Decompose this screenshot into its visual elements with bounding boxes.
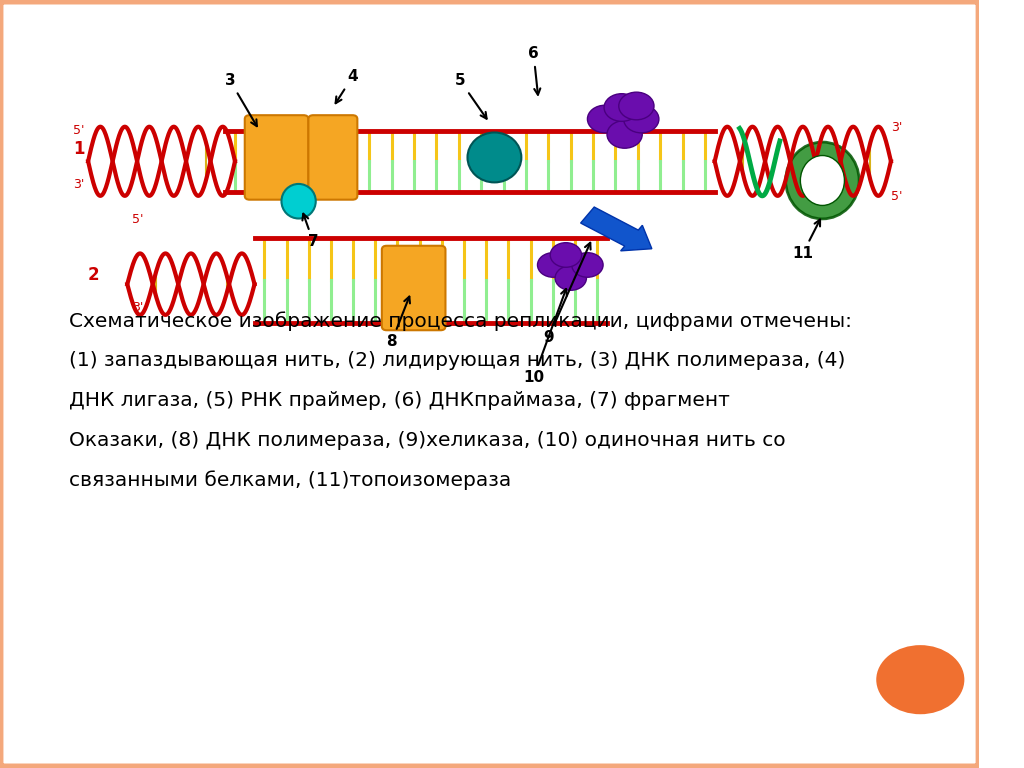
Ellipse shape bbox=[282, 184, 315, 218]
Circle shape bbox=[607, 121, 642, 148]
Text: 5: 5 bbox=[455, 73, 486, 119]
Text: ДНК лигаза, (5) РНК праймер, (6) ДНКпраймаза, (7) фрагмент: ДНК лигаза, (5) РНК праймер, (6) ДНКпрай… bbox=[69, 391, 729, 410]
Text: 6: 6 bbox=[528, 46, 541, 94]
Text: 5': 5' bbox=[132, 213, 143, 226]
Text: 10: 10 bbox=[523, 289, 567, 386]
Circle shape bbox=[588, 105, 623, 133]
Text: Оказаки, (8) ДНК полимераза, (9)хеликаза, (10) одиночная нить со: Оказаки, (8) ДНК полимераза, (9)хеликаза… bbox=[69, 431, 785, 450]
FancyArrow shape bbox=[581, 207, 652, 251]
Text: 3': 3' bbox=[74, 178, 85, 191]
Text: 3': 3' bbox=[891, 121, 902, 134]
Text: 5': 5' bbox=[891, 190, 902, 203]
Circle shape bbox=[618, 92, 654, 120]
Circle shape bbox=[604, 94, 639, 121]
Ellipse shape bbox=[468, 132, 521, 183]
Circle shape bbox=[550, 243, 582, 267]
Circle shape bbox=[571, 253, 603, 277]
Text: 4: 4 bbox=[336, 69, 357, 103]
Text: (1) запаздывающая нить, (2) лидирующая нить, (3) ДНК полимераза, (4): (1) запаздывающая нить, (2) лидирующая н… bbox=[69, 351, 845, 370]
Text: связанными белками, (11)топоизомераза: связанными белками, (11)топоизомераза bbox=[69, 471, 511, 491]
Text: 7: 7 bbox=[302, 214, 318, 250]
FancyBboxPatch shape bbox=[382, 246, 445, 330]
Text: 8: 8 bbox=[386, 296, 410, 349]
Text: 9: 9 bbox=[543, 243, 591, 346]
FancyBboxPatch shape bbox=[245, 115, 308, 200]
Ellipse shape bbox=[801, 155, 845, 206]
Text: 2: 2 bbox=[88, 266, 99, 284]
Circle shape bbox=[624, 105, 658, 133]
Text: Схематическое изображение процесса репликации, цифрами отмечены:: Схематическое изображение процесса репли… bbox=[69, 311, 852, 331]
FancyBboxPatch shape bbox=[308, 115, 357, 200]
Text: 5': 5' bbox=[74, 124, 85, 137]
FancyBboxPatch shape bbox=[0, 0, 984, 768]
Circle shape bbox=[538, 253, 568, 277]
Circle shape bbox=[555, 266, 587, 290]
Circle shape bbox=[877, 645, 965, 714]
Text: 1: 1 bbox=[74, 140, 85, 157]
Text: 3': 3' bbox=[132, 301, 143, 314]
Ellipse shape bbox=[785, 142, 859, 219]
Text: 3: 3 bbox=[224, 73, 257, 126]
Text: 11: 11 bbox=[793, 220, 820, 261]
